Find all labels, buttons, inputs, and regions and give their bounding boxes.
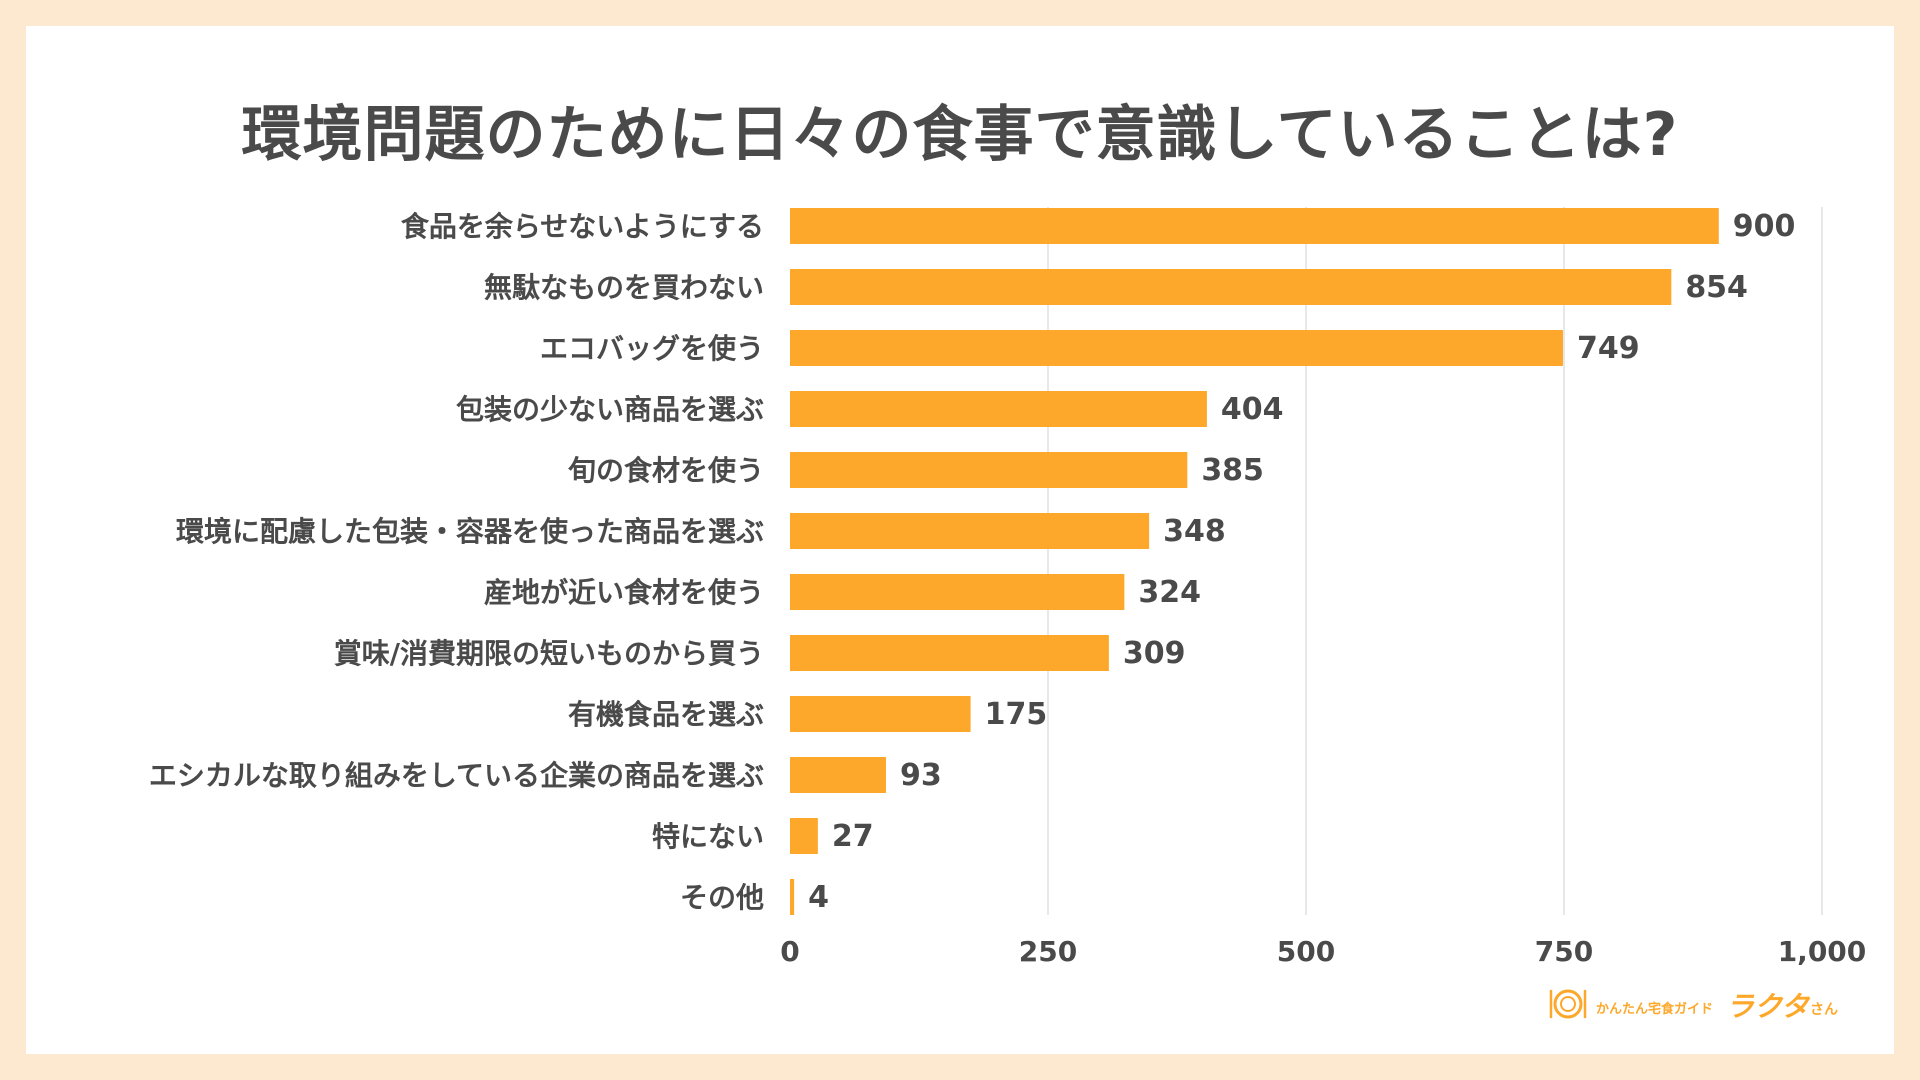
x-axis-ticks: 0 250 500 750 1,000 <box>780 935 1866 968</box>
category-label: エシカルな取り組みをしている企業の商品を選ぶ <box>149 759 764 792</box>
data-label: 324 <box>1138 575 1201 610</box>
bar <box>790 452 1188 488</box>
data-label: 175 <box>985 697 1048 732</box>
data-label: 749 <box>1577 331 1640 366</box>
category-label: 環境に配慮した包装・容器を使った商品を選ぶ <box>176 515 764 548</box>
data-label: 4 <box>808 880 829 915</box>
logo-name: ラクタ <box>1726 990 1811 1023</box>
bar <box>790 818 818 854</box>
bar <box>790 635 1109 671</box>
x-tick-label: 750 <box>1535 935 1593 968</box>
category-label: 包装の少ない商品を選ぶ <box>456 393 764 426</box>
bar <box>790 696 971 732</box>
bar <box>790 513 1150 549</box>
x-tick-label: 1,000 <box>1778 935 1867 968</box>
bar <box>790 757 886 793</box>
bars <box>790 208 1719 915</box>
data-label: 93 <box>900 758 942 793</box>
category-label: 食品を余らせないようにする <box>401 210 764 243</box>
plate-icon <box>1549 989 1587 1019</box>
chart-title: 環境問題のために日々の食事で意識していることは? <box>241 100 1679 170</box>
gridlines <box>1047 207 1823 915</box>
logo-tagline: かんたん宅食ガイド <box>1596 1001 1713 1017</box>
data-label: 900 <box>1733 209 1796 244</box>
data-label: 309 <box>1123 636 1186 671</box>
bar <box>790 330 1563 366</box>
bar <box>790 574 1125 610</box>
data-label: 385 <box>1201 453 1264 488</box>
x-tick-label: 500 <box>1277 935 1335 968</box>
category-label: 旬の食材を使う <box>567 454 764 487</box>
category-label: 有機食品を選ぶ <box>568 698 764 731</box>
bar <box>790 269 1672 305</box>
data-label: 27 <box>832 819 874 854</box>
category-labels: 食品を余らせないようにする無駄なものを買わないエコバッグを使う包装の少ない商品を… <box>149 210 764 914</box>
data-label: 348 <box>1163 514 1226 549</box>
value-labels: 900 854 749 404 385 348 324 309 175 93 274 <box>808 209 1795 915</box>
bar <box>790 879 795 915</box>
category-label: その他 <box>680 881 764 914</box>
category-label: 産地が近い食材を使う <box>484 576 764 609</box>
logo-suffix: さん <box>1810 1002 1838 1018</box>
category-label: 無駄なものを買わない <box>484 271 764 304</box>
category-label: エコバッグを使う <box>540 332 764 365</box>
x-tick-label: 250 <box>1019 935 1077 968</box>
bar <box>790 208 1719 244</box>
data-label: 854 <box>1685 270 1748 305</box>
data-label: 404 <box>1221 392 1284 427</box>
site-logo: かんたん宅食ガイド ラクタ さん <box>1546 980 1866 1028</box>
category-label: 特にない <box>652 820 764 853</box>
category-label: 賞味/消費期限の短いものから買う <box>334 637 764 670</box>
bar <box>790 391 1207 427</box>
x-tick-label: 0 <box>780 935 799 968</box>
